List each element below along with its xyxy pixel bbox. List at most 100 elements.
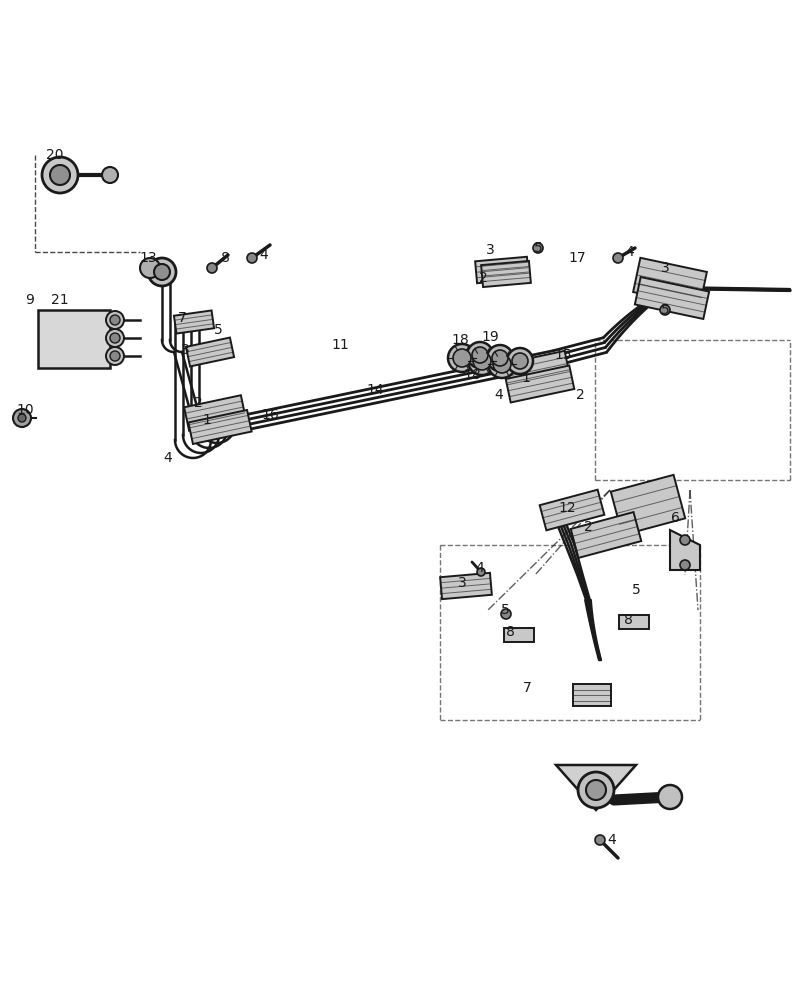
Circle shape xyxy=(50,165,70,185)
Text: 5: 5 xyxy=(660,303,668,317)
Circle shape xyxy=(109,333,120,343)
Text: 8: 8 xyxy=(505,625,514,639)
Circle shape xyxy=(594,835,604,845)
Text: 6: 6 xyxy=(670,511,679,525)
Circle shape xyxy=(471,347,487,363)
Circle shape xyxy=(506,348,532,374)
Text: 3: 3 xyxy=(457,576,466,590)
Text: 1: 1 xyxy=(202,413,211,427)
Text: 2: 2 xyxy=(575,388,584,402)
Polygon shape xyxy=(573,684,610,706)
Text: 2: 2 xyxy=(583,520,592,534)
Circle shape xyxy=(612,253,622,263)
Text: 18: 18 xyxy=(462,368,480,382)
Text: 19: 19 xyxy=(481,330,498,344)
Text: 2: 2 xyxy=(193,396,202,410)
Circle shape xyxy=(487,345,513,371)
Text: 3: 3 xyxy=(660,261,668,275)
Text: 5: 5 xyxy=(533,241,542,255)
Text: 4: 4 xyxy=(164,451,172,465)
Polygon shape xyxy=(186,338,234,366)
Circle shape xyxy=(139,258,160,278)
Circle shape xyxy=(106,329,124,347)
Circle shape xyxy=(679,560,689,570)
Circle shape xyxy=(109,315,120,325)
Text: 10: 10 xyxy=(16,403,34,417)
Text: 17: 17 xyxy=(568,251,585,265)
Circle shape xyxy=(13,409,31,427)
Text: 20: 20 xyxy=(46,148,64,162)
Circle shape xyxy=(512,353,527,369)
Polygon shape xyxy=(440,573,491,599)
Text: 8: 8 xyxy=(623,613,632,627)
Text: 5: 5 xyxy=(213,323,222,337)
FancyBboxPatch shape xyxy=(38,310,109,368)
Polygon shape xyxy=(174,310,214,334)
Polygon shape xyxy=(504,351,569,389)
Text: 1: 1 xyxy=(521,371,530,385)
Circle shape xyxy=(586,780,605,800)
Circle shape xyxy=(491,350,508,366)
Text: 12: 12 xyxy=(557,501,575,515)
Text: 13: 13 xyxy=(139,251,157,265)
Text: 4: 4 xyxy=(607,833,616,847)
Circle shape xyxy=(247,253,257,263)
Polygon shape xyxy=(539,490,603,530)
Text: 2: 2 xyxy=(478,271,487,285)
Circle shape xyxy=(207,263,217,273)
Polygon shape xyxy=(618,615,648,629)
Circle shape xyxy=(102,167,118,183)
Text: 15: 15 xyxy=(553,348,571,362)
Circle shape xyxy=(679,535,689,545)
Text: 4: 4 xyxy=(475,561,484,575)
Polygon shape xyxy=(481,261,530,287)
Text: 5: 5 xyxy=(500,603,508,617)
Text: 18: 18 xyxy=(451,333,468,347)
Text: 7: 7 xyxy=(178,311,187,325)
Circle shape xyxy=(476,568,484,576)
Circle shape xyxy=(106,347,124,365)
Text: 3: 3 xyxy=(180,343,189,357)
Text: 4: 4 xyxy=(494,388,503,402)
Circle shape xyxy=(453,349,470,367)
Text: 4: 4 xyxy=(624,245,633,259)
Text: 9: 9 xyxy=(25,293,34,307)
Polygon shape xyxy=(633,258,706,306)
Circle shape xyxy=(467,347,496,375)
Circle shape xyxy=(448,344,475,372)
Text: 16: 16 xyxy=(261,408,278,422)
Text: 8: 8 xyxy=(221,251,230,265)
Circle shape xyxy=(42,157,78,193)
Circle shape xyxy=(473,352,491,370)
Text: 21: 21 xyxy=(51,293,69,307)
Polygon shape xyxy=(556,765,635,810)
Polygon shape xyxy=(474,257,528,283)
Polygon shape xyxy=(505,366,573,402)
Text: 7: 7 xyxy=(522,681,530,695)
Circle shape xyxy=(109,351,120,361)
Circle shape xyxy=(148,258,176,286)
Polygon shape xyxy=(634,277,708,319)
Circle shape xyxy=(154,264,169,280)
Circle shape xyxy=(657,785,681,809)
Circle shape xyxy=(487,350,515,378)
Circle shape xyxy=(500,609,510,619)
Circle shape xyxy=(106,311,124,329)
Polygon shape xyxy=(184,395,246,431)
Polygon shape xyxy=(669,530,699,570)
Circle shape xyxy=(532,243,543,253)
Text: 11: 11 xyxy=(331,338,349,352)
Circle shape xyxy=(18,414,26,422)
Circle shape xyxy=(492,355,510,373)
Polygon shape xyxy=(504,628,534,642)
Polygon shape xyxy=(610,475,684,535)
Circle shape xyxy=(659,305,669,315)
Text: 3: 3 xyxy=(485,243,494,257)
Text: 14: 14 xyxy=(366,383,384,397)
Polygon shape xyxy=(570,512,641,558)
Circle shape xyxy=(466,342,492,368)
Text: 4: 4 xyxy=(260,248,268,262)
Polygon shape xyxy=(188,410,251,444)
Circle shape xyxy=(577,772,613,808)
Text: 5: 5 xyxy=(631,583,640,597)
